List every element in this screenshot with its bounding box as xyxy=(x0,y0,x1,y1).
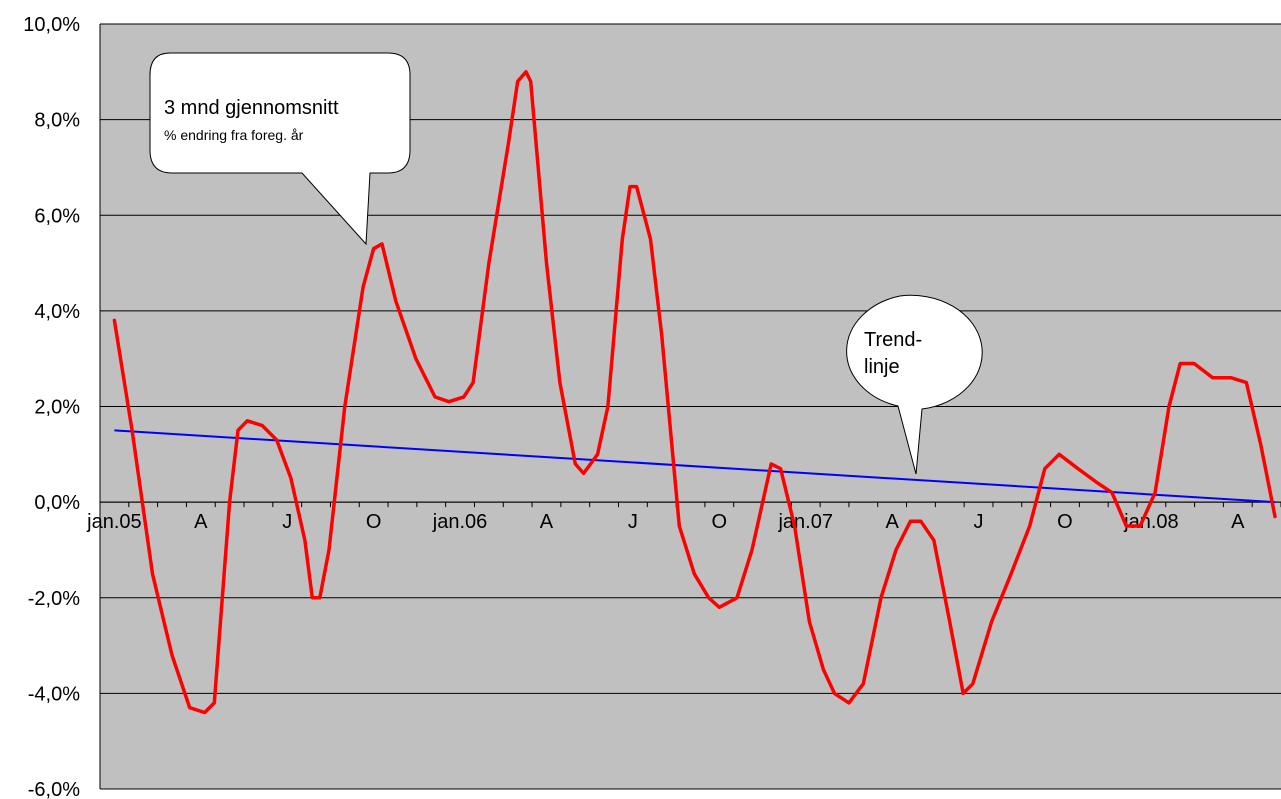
callout-3mnd-line1: 3 mnd gjennomsnitt xyxy=(164,97,339,119)
trend-line xyxy=(114,429,1276,504)
x-tick-label: A xyxy=(194,511,208,533)
y-tick-label: 6,0% xyxy=(34,205,80,227)
y-axis-tick-labels: 10,0% 8,0% 6,0% 4,0% 2,0% 0,0% -2,0% -4,0% -6,0% xyxy=(23,14,80,799)
x-tick-label: jan.06 xyxy=(432,511,488,533)
callout-trendlinje-bubble xyxy=(846,294,983,475)
y-tick-label: -6,0% xyxy=(28,779,80,799)
x-tick-label: A xyxy=(540,511,554,533)
x-tick-label: J xyxy=(974,511,984,533)
callout-trendlinje: Trend- linje xyxy=(846,294,983,475)
x-tick-label: jan.08 xyxy=(1123,511,1179,533)
y-tick-label: 4,0% xyxy=(34,301,80,323)
x-tick-label: O xyxy=(1057,511,1073,533)
callout-3mnd: 3 mnd gjennomsnitt % endring fra foreg. … xyxy=(149,52,411,246)
callout-3mnd-bubble xyxy=(149,52,411,246)
x-tick-label: jan.07 xyxy=(777,511,833,533)
y-tick-label: -2,0% xyxy=(28,588,80,610)
y-tick-label: 10,0% xyxy=(23,14,80,36)
callout-3mnd-line2: % endring fra foreg. år xyxy=(164,127,304,143)
callout-trendlinje-line1: Trend- xyxy=(864,329,922,351)
x-tick-label: A xyxy=(1231,511,1245,533)
x-tick-label: O xyxy=(712,511,728,533)
y-tick-label: -4,0% xyxy=(28,683,80,705)
callout-trendlinje-line2: linje xyxy=(864,356,900,378)
y-tick-label: 0,0% xyxy=(34,492,80,514)
x-tick-label: J xyxy=(282,511,292,533)
series-line-3mnd xyxy=(112,70,1277,715)
y-tick-label: 8,0% xyxy=(34,110,80,132)
y-tick-label: 2,0% xyxy=(34,397,80,419)
x-tick-label: O xyxy=(366,511,382,533)
x-tick-label: jan.05 xyxy=(86,511,142,533)
x-tick-label: A xyxy=(885,511,899,533)
x-tick-label: J xyxy=(628,511,638,533)
